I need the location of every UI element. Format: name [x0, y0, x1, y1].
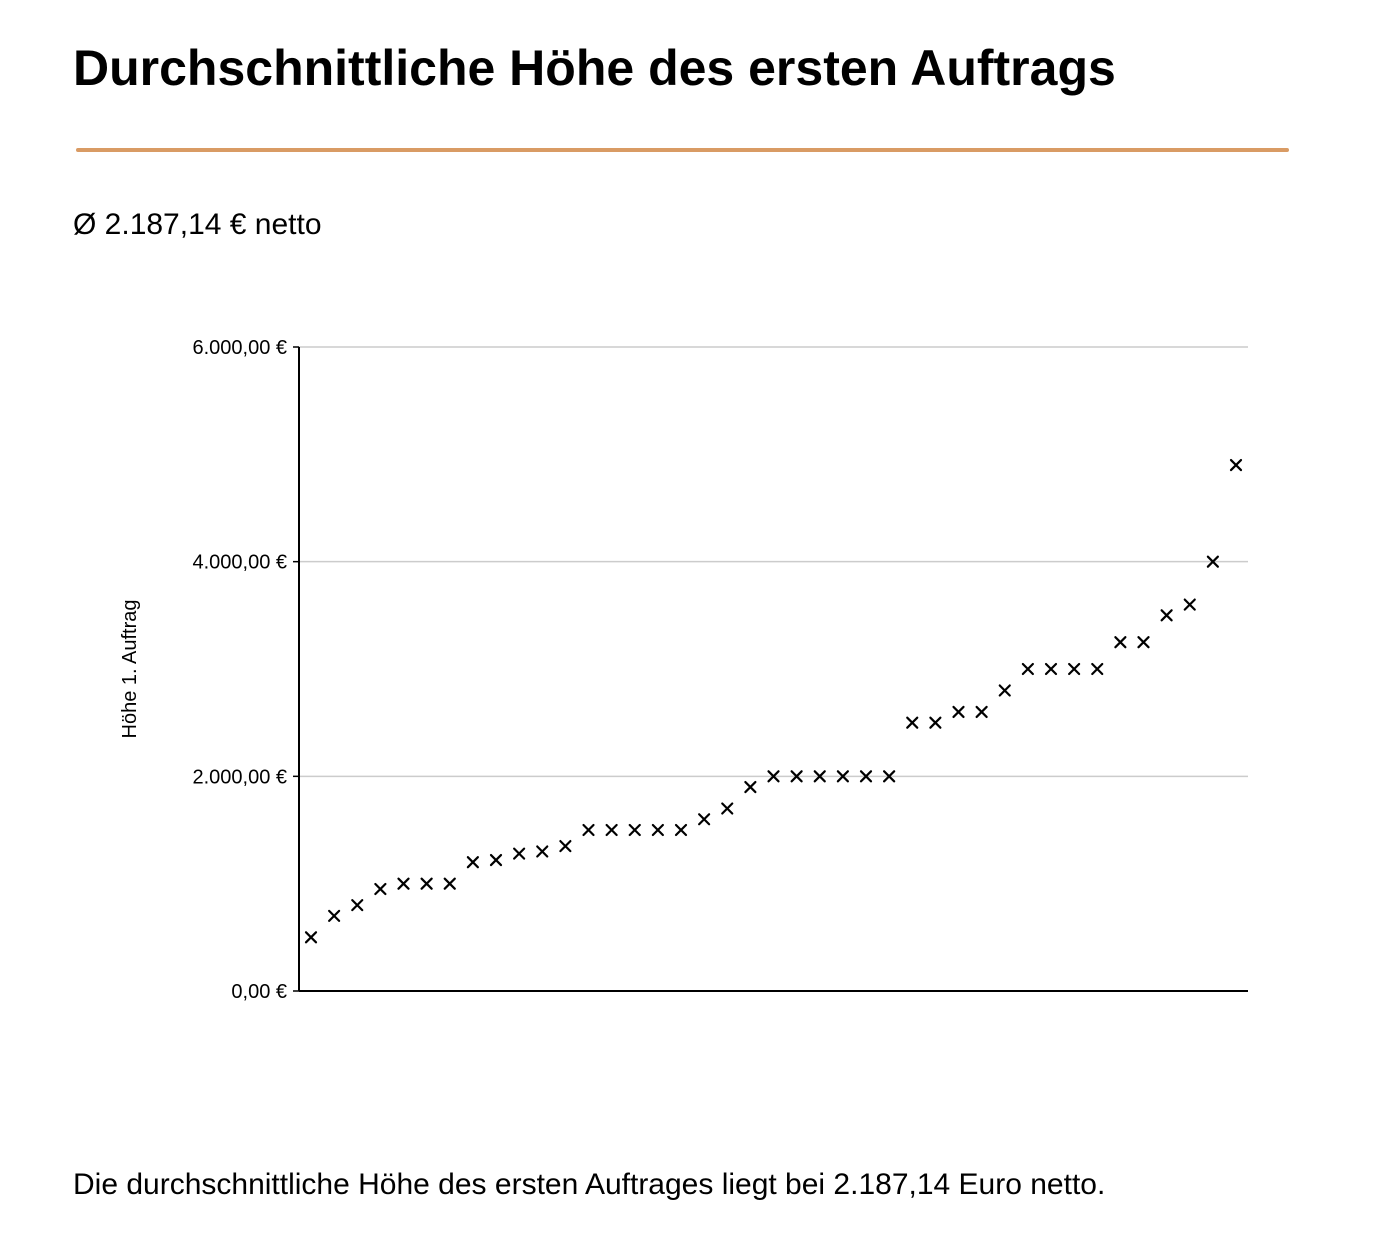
data-point: [536, 845, 549, 858]
data-point: [489, 853, 503, 867]
data-point: [351, 899, 364, 912]
y-tick-label: 0,00 €: [231, 981, 287, 1003]
data-point: [859, 770, 873, 783]
data-point: [1021, 662, 1034, 676]
data-point: [605, 823, 618, 837]
title-divider: [76, 148, 1289, 152]
data-point: [1114, 636, 1127, 649]
y-tick-labels: 0,00 € 2.000,00 € 4.000,00 € 6.000,00 €: [192, 337, 287, 1003]
data-point: [1160, 609, 1173, 622]
data-point: [1206, 555, 1219, 568]
data-point: [1044, 662, 1058, 676]
data-point: [790, 770, 803, 783]
data-point: [328, 909, 341, 922]
data-point: [466, 856, 479, 869]
axes: [293, 346, 1248, 992]
data-point: [443, 877, 456, 890]
data-point: [513, 847, 526, 860]
data-point: [744, 780, 757, 794]
data-point: [1183, 598, 1196, 611]
data-point: [559, 840, 572, 853]
y-axis-label: Höhe 1. Auftrag: [119, 600, 141, 739]
data-point: [420, 877, 433, 890]
data-point: [304, 931, 318, 944]
data-point: [628, 823, 641, 837]
data-point: [929, 716, 942, 729]
data-point: [674, 823, 688, 837]
data-point: [813, 770, 826, 783]
data-point: [698, 813, 711, 826]
gridlines: [299, 346, 1248, 778]
data-point: [1068, 662, 1081, 676]
data-point: [397, 877, 410, 890]
data-point: [906, 716, 919, 729]
y-tick-label: 6.000,00 €: [192, 337, 287, 359]
y-tick-label: 2.000,00 €: [192, 766, 287, 788]
data-point: [374, 882, 387, 896]
data-point: [1091, 662, 1104, 676]
data-point: [767, 770, 780, 783]
page-title: Durchschnittliche Höhe des ersten Auftra…: [73, 40, 1116, 96]
data-points: [304, 458, 1243, 944]
y-tick-label: 4.000,00 €: [192, 552, 287, 574]
data-point: [721, 802, 734, 815]
data-point: [651, 823, 664, 837]
average-summary: Ø 2.187,14 € netto: [73, 208, 322, 241]
caption-text: Die durchschnittliche Höhe des ersten Au…: [73, 1168, 1106, 1201]
data-point: [975, 705, 988, 719]
data-point: [1137, 636, 1150, 649]
data-point: [582, 823, 595, 837]
data-point: [883, 770, 896, 783]
data-point: [952, 705, 965, 719]
data-point: [836, 770, 849, 783]
data-point: [998, 684, 1011, 697]
data-point: [1229, 458, 1243, 472]
